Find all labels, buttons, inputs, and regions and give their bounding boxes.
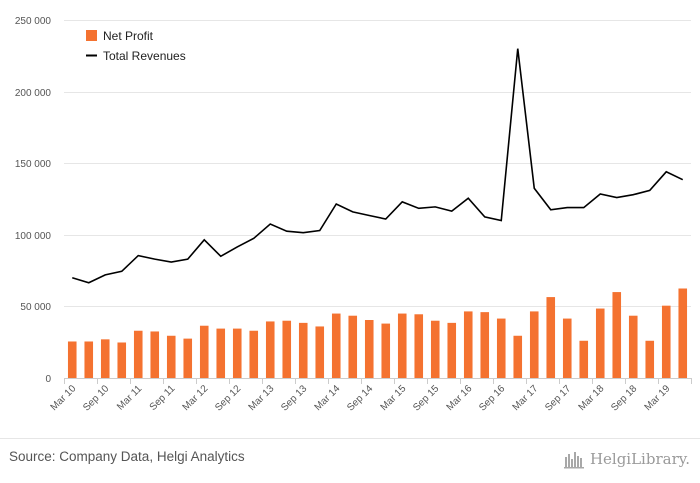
- x-tick-label: Sep 17: [543, 383, 573, 413]
- x-tick-label: Mar 19: [643, 383, 673, 413]
- x-tick-label: Sep 11: [148, 383, 178, 413]
- net-profit-bar: [496, 318, 506, 378]
- x-tick-label: Sep 10: [81, 383, 111, 413]
- net-profit-bar: [133, 330, 143, 378]
- net-profit-bar: [595, 308, 605, 378]
- net-profit-bars: [67, 288, 688, 378]
- net-profit-bar: [628, 315, 638, 378]
- x-tick-label: Sep 16: [477, 383, 507, 413]
- x-tick-label: Sep 18: [609, 383, 639, 413]
- net-profit-bar: [480, 312, 490, 378]
- gridlines: [64, 20, 691, 307]
- total-revenues-line: [72, 48, 684, 284]
- legend-label-net-profit: Net Profit: [103, 29, 154, 43]
- net-profit-bar: [447, 322, 457, 378]
- net-profit-bar: [282, 320, 292, 378]
- x-tick-label: Mar 11: [115, 383, 145, 413]
- net-profit-bar: [463, 311, 473, 378]
- net-profit-bar: [579, 340, 589, 378]
- net-profit-bar: [84, 341, 94, 378]
- x-tick-label: Mar 17: [511, 383, 541, 413]
- source-note: Source: Company Data, Helgi Analytics: [9, 449, 245, 464]
- net-profit-bar: [397, 313, 407, 378]
- x-tick-label: Mar 14: [313, 383, 343, 413]
- net-profit-bar: [612, 292, 622, 378]
- legend-swatch-net-profit: [86, 30, 97, 41]
- net-profit-bar: [166, 335, 176, 378]
- net-profit-bar: [381, 323, 391, 378]
- net-profit-bar: [183, 338, 193, 378]
- y-tick-label: 50 000: [20, 302, 51, 313]
- y-axis-tick-labels: 0 50 000 100 000 150 000 200 000 250 000: [15, 16, 52, 385]
- x-tick-label: Mar 13: [247, 383, 277, 413]
- net-profit-bar: [117, 342, 127, 378]
- net-profit-bar: [199, 325, 209, 378]
- net-profit-bar: [430, 320, 440, 378]
- net-profit-bar: [265, 321, 275, 378]
- y-tick-label: 100 000: [15, 231, 52, 242]
- footer-divider: [0, 438, 700, 439]
- net-profit-bar: [100, 339, 110, 378]
- net-profit-bar: [414, 314, 424, 378]
- chart: 0 50 000 100 000 150 000 200 000 250 000 Mar …: [15, 16, 692, 414]
- net-profit-bar: [298, 322, 308, 378]
- net-profit-bar: [529, 311, 539, 378]
- x-tick-label: Sep 13: [279, 383, 309, 413]
- net-profit-bar: [331, 313, 341, 378]
- legend-label-total-revenues: Total Revenues: [103, 49, 186, 63]
- net-profit-bar: [364, 320, 374, 378]
- net-profit-bar: [546, 297, 556, 378]
- net-profit-bar: [216, 328, 226, 378]
- y-tick-label: 200 000: [15, 88, 52, 99]
- x-tick-label: Sep 14: [345, 383, 375, 413]
- y-tick-label: 0: [45, 374, 51, 385]
- net-profit-bar: [348, 315, 358, 378]
- net-profit-bar: [232, 328, 242, 378]
- net-profit-bar: [315, 326, 325, 378]
- net-profit-bar: [150, 331, 160, 378]
- x-axis: [64, 378, 692, 384]
- x-tick-label: Sep 12: [213, 383, 243, 413]
- x-axis-tick-labels: Mar 10 Sep 10 Mar 11 Sep 11 Mar 12 Sep 12 Mar …: [49, 383, 673, 414]
- net-profit-bar: [661, 305, 671, 378]
- net-profit-bar: [645, 340, 655, 378]
- y-tick-label: 250 000: [15, 16, 52, 27]
- books-logo-icon: [563, 452, 584, 469]
- x-tick-label: Mar 10: [49, 383, 79, 413]
- x-tick-label: Mar 12: [181, 383, 211, 413]
- net-profit-bar: [562, 318, 572, 378]
- helgi-library-logo: HelgiLibrary.: [563, 448, 690, 470]
- legend: Net Profit Total Revenues: [86, 29, 186, 63]
- net-profit-bar: [67, 341, 77, 378]
- net-profit-bar: [678, 288, 688, 378]
- y-tick-label: 150 000: [15, 159, 52, 170]
- x-tick-label: Mar 16: [445, 383, 475, 413]
- x-tick-label: Sep 15: [411, 383, 441, 413]
- x-tick-label: Mar 15: [379, 383, 409, 413]
- net-profit-bar: [249, 330, 259, 378]
- total-revenues-line-group: [72, 48, 684, 284]
- x-tick-label: Mar 18: [577, 383, 607, 413]
- net-profit-bar: [513, 335, 523, 378]
- logo-wordmark: HelgiLibrary.: [589, 450, 690, 468]
